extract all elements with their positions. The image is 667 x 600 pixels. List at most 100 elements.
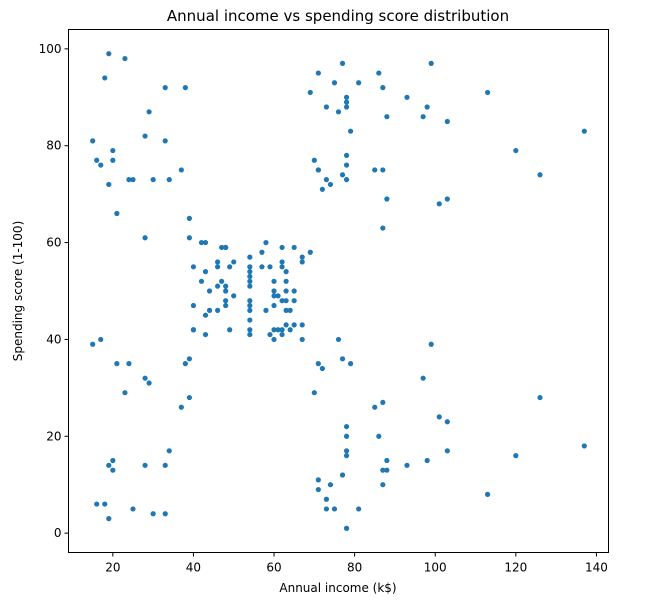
data-point: [307, 89, 313, 96]
data-point: [215, 259, 221, 265]
data-point: [311, 157, 317, 163]
data-point: [223, 283, 229, 289]
data-point: [247, 254, 253, 260]
data-point: [376, 433, 382, 439]
data-point: [343, 94, 350, 100]
data-point: [247, 283, 253, 289]
data-point: [283, 269, 289, 275]
x-tick-label: 120: [504, 561, 527, 575]
data-point: [166, 177, 172, 183]
data-point: [343, 453, 350, 459]
data-point: [259, 264, 265, 270]
data-point: [372, 404, 378, 410]
data-point: [343, 448, 350, 454]
data-point: [94, 501, 100, 507]
data-point: [404, 462, 410, 468]
data-point: [343, 423, 350, 430]
data-point: [485, 491, 491, 497]
data-point: [190, 327, 197, 333]
data-point: [215, 307, 221, 313]
chart-title: Annual income vs spending score distribu…: [167, 7, 509, 25]
data-point: [271, 288, 277, 294]
data-point: [299, 259, 305, 265]
data-point: [142, 235, 148, 241]
data-point: [581, 443, 587, 449]
data-point: [122, 55, 128, 62]
data-point: [186, 235, 192, 241]
y-tick-label: 0: [54, 526, 62, 540]
data-point: [343, 162, 350, 168]
data-point: [315, 361, 321, 367]
data-point: [271, 302, 277, 309]
data-point: [122, 390, 128, 396]
data-point: [315, 167, 321, 173]
data-point: [384, 114, 390, 120]
data-point: [150, 177, 156, 183]
data-point: [271, 327, 277, 333]
data-point: [283, 298, 289, 304]
data-point: [343, 433, 350, 439]
data-point: [98, 162, 104, 168]
data-point: [215, 283, 221, 289]
data-point: [247, 273, 253, 280]
data-point: [142, 375, 148, 381]
y-tick-label: 80: [46, 139, 61, 153]
data-point: [311, 390, 317, 396]
data-point: [267, 264, 273, 270]
data-point: [247, 307, 253, 313]
data-point: [190, 264, 197, 270]
data-point: [291, 288, 297, 294]
data-point: [94, 157, 100, 163]
data-point: [106, 516, 112, 522]
data-point: [291, 244, 297, 251]
y-tick-label: 20: [46, 429, 61, 443]
data-point: [315, 70, 321, 76]
data-point: [331, 506, 338, 512]
x-tick-label: 40: [186, 561, 201, 575]
data-point: [202, 239, 209, 246]
data-point: [247, 269, 253, 275]
data-point: [247, 264, 253, 270]
data-point: [186, 215, 192, 221]
data-point: [343, 104, 350, 110]
data-point: [106, 181, 112, 188]
points-layer: [90, 51, 587, 531]
data-point: [299, 336, 305, 343]
data-point: [376, 70, 382, 76]
data-point: [537, 172, 543, 178]
data-point: [323, 104, 330, 110]
data-point: [110, 467, 116, 473]
data-point: [428, 60, 434, 66]
data-point: [404, 94, 410, 100]
data-point: [319, 365, 325, 372]
data-point: [279, 264, 285, 270]
data-point: [315, 477, 321, 483]
data-point: [331, 80, 338, 86]
data-point: [130, 177, 136, 183]
data-point: [162, 138, 168, 144]
data-point: [106, 51, 112, 57]
data-point: [347, 128, 354, 134]
data-point: [271, 336, 277, 343]
data-point: [380, 85, 386, 91]
data-point: [343, 525, 350, 531]
data-point: [424, 457, 430, 464]
x-tick-label: 140: [585, 561, 608, 575]
data-point: [114, 361, 120, 367]
data-point: [287, 307, 293, 313]
data-point: [291, 298, 297, 304]
data-point: [424, 104, 430, 110]
data-point: [126, 361, 132, 367]
data-point: [206, 307, 213, 313]
data-point: [513, 453, 519, 459]
data-point: [485, 89, 491, 96]
x-tick-label: 100: [424, 561, 447, 575]
data-point: [271, 293, 277, 299]
x-axis-label: Annual income (k$): [279, 581, 396, 595]
data-point: [106, 462, 112, 468]
data-point: [420, 114, 426, 120]
data-point: [279, 331, 285, 338]
data-point: [146, 380, 152, 386]
data-point: [384, 457, 390, 464]
